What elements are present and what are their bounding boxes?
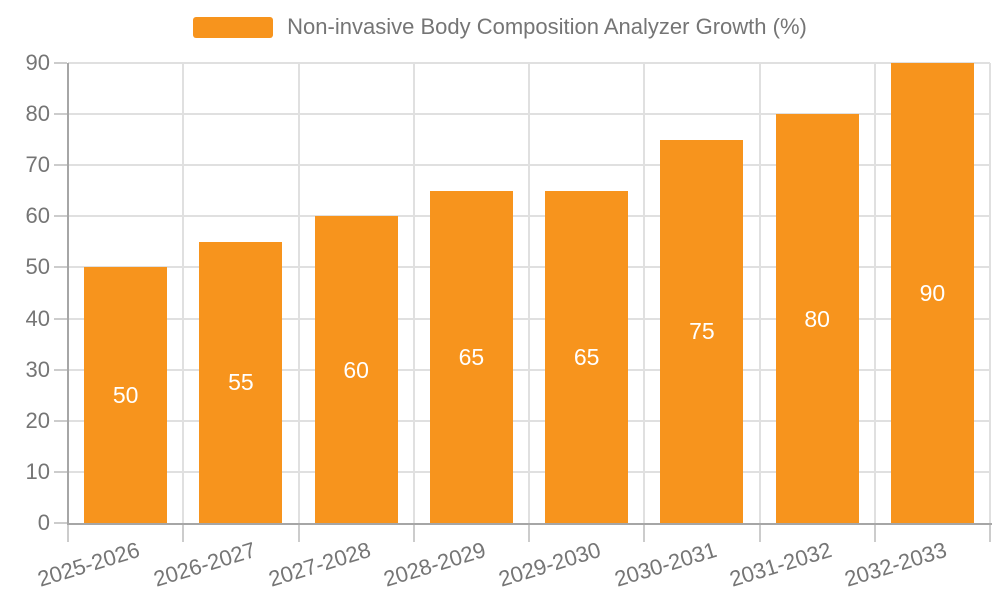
y-axis-tick [54,419,67,422]
x-axis-label: 2026-2027 [150,537,259,592]
x-gridline [182,63,185,523]
x-gridline [297,63,300,523]
y-axis-tick [54,522,67,524]
y-axis-label: 0 [37,510,50,535]
x-axis-tick [67,525,69,542]
x-gridline [989,63,991,523]
x-axis-label: 2030-2031 [611,537,720,592]
x-axis-tick [182,525,185,542]
x-axis-label: 2032-2033 [841,537,950,592]
x-axis-tick [989,525,991,542]
y-axis-tick [54,368,67,371]
y-axis-tick [54,317,67,320]
y-axis-tick [54,215,67,218]
bar[interactable] [314,216,398,523]
x-axis-line [67,523,992,525]
y-axis-label: 50 [25,254,50,280]
y-axis-tick [54,470,67,473]
y-axis-label: 60 [25,203,50,229]
y-axis-tick [54,266,67,269]
x-gridline [412,63,415,523]
x-axis-tick [758,525,761,542]
legend: Non-invasive Body Composition Analyzer G… [0,14,1000,40]
bar[interactable] [660,139,744,523]
x-gridline [643,63,646,523]
bar[interactable] [84,267,168,523]
y-axis-label: 10 [25,458,50,484]
x-axis-tick [643,525,646,542]
y-axis-label: 80 [25,101,50,127]
y-axis-tick [54,164,67,167]
y-axis-label: 30 [25,356,50,382]
x-axis-tick [873,525,876,542]
bar[interactable] [890,63,974,523]
y-axis-tick [54,62,67,64]
plot-area: 0 10 20 30 40 50 60 70 80 90 50 55 60 65 65 75 80 90 2025-… [26,50,992,592]
x-axis-label: 2029-2030 [496,537,604,592]
x-axis-label: 2028-2029 [380,537,489,592]
y-axis-line [67,63,69,525]
x-axis-tick [412,525,415,542]
x-gridline [873,63,876,523]
bar[interactable] [545,190,629,523]
bar[interactable] [775,114,859,523]
y-axis-label: 70 [25,152,50,178]
x-gridline [758,63,761,523]
legend-item[interactable]: Non-invasive Body Composition Analyzer G… [193,14,807,40]
y-axis-label: 40 [25,305,50,331]
x-axis-label: 2031-2032 [726,537,835,592]
y-axis-label: 20 [25,407,50,433]
legend-swatch [193,16,274,38]
bar[interactable] [429,190,513,523]
x-axis-tick [297,525,300,542]
x-gridline [528,63,530,523]
x-axis-tick [528,525,530,542]
bar[interactable] [199,241,283,523]
legend-label: Non-invasive Body Composition Analyzer G… [287,14,807,39]
x-axis-label: 2027-2028 [265,537,374,592]
y-axis-label: 90 [25,50,50,75]
x-axis-label: 2025-2026 [35,537,143,592]
y-axis-tick [54,113,67,116]
